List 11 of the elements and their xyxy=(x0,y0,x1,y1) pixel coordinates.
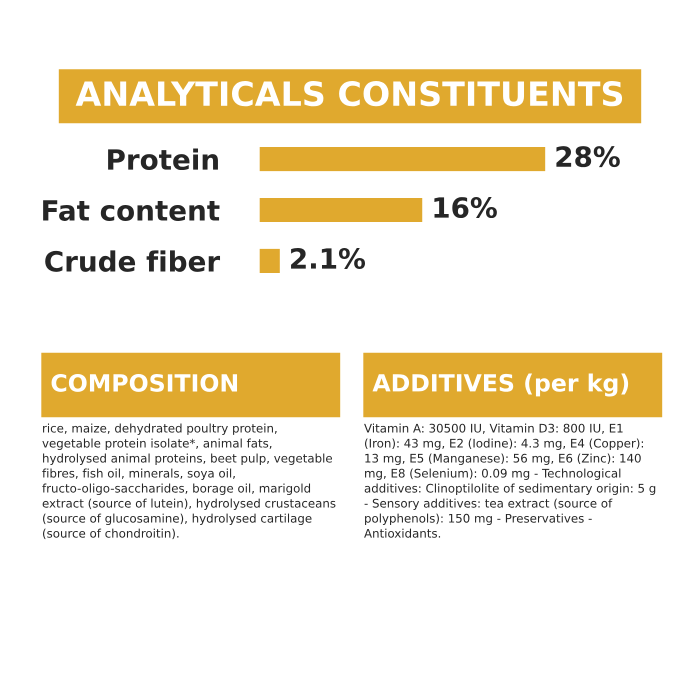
text: Vitamin A: 30500 IU, Vitamin D3: 800 IU, E1 (Iron): 43 mg, E2 (Iodine): 4.3 mg, E4 (Copper): 13 mg, E5 (Manganese): 56 mg, E6 (Zinc): 140 mg, E8 (Selenium): 0.09 mg - Technological additives: Clinoptilolite of sedimentary origin: 5 g - Sensory additives: tea extract (source of polyphenols): 150 mg - Preservatives - Antioxidants. xyxy=(364,424,656,538)
text: ADDITIVES (per kg) xyxy=(372,373,628,397)
y-tick-label: Protein xyxy=(108,148,218,170)
text: rice, maize, dehydrated poultry protein, vegetable protein isolate*, animal fats, hydrolysed animal proteins, beet pulp, vegetable fibres, fish oil, minerals, soya oil, fructo-oligo-saccharides, borage oil, marigold extract (source of lutein), hydrolysed crustaceans (source of glucosamine), hydrolysed cartilage (source of chondroitin). xyxy=(42,424,336,540)
chart-title: ANALYTICALS CONSTITUENTS xyxy=(76,81,622,106)
text: COMPOSITION xyxy=(52,374,238,392)
y-tick-label: Crude fiber xyxy=(45,250,220,272)
data-label: 28% xyxy=(556,146,620,168)
data-label: 16% xyxy=(434,197,497,218)
y-tick-label: Fat content xyxy=(43,200,220,221)
data-label: 2.1% xyxy=(291,248,366,269)
